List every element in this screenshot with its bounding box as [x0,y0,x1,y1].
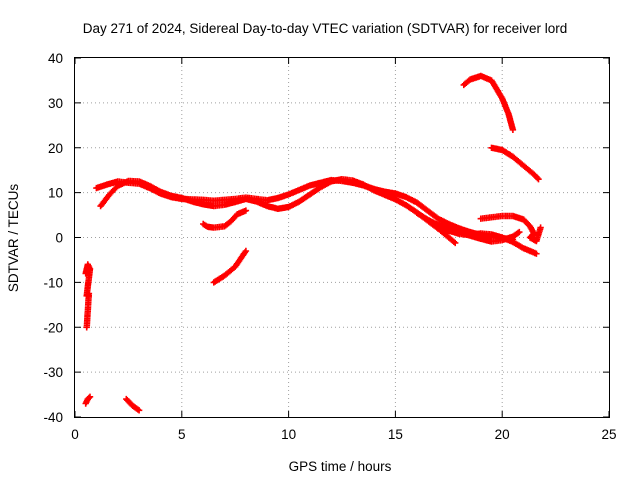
y-tick-label: -30 [43,365,63,380]
data-marker-path [200,207,250,231]
x-tick-label: 15 [388,427,403,442]
data-marker-path [460,72,517,133]
grid [75,58,609,417]
data-marker-path [82,393,94,407]
axis-ticks: 0 5 10 15 20 25 40 30 20 10 0 -10 -20 -30 -40 [43,51,616,442]
series-arc-early-bottom [82,393,94,407]
y-tick-label: 30 [48,96,63,111]
x-tick-label: 25 [601,427,616,442]
x-axis-label: GPS time / hours [289,459,392,474]
y-axis-label: SDTVAR / TECUs [6,184,21,293]
y-tick-label: 0 [55,231,63,246]
series-arc-bottom [123,395,143,414]
series-arc-high [460,72,517,133]
data-points [82,72,544,414]
chart-title: Day 271 of 2024, Sidereal Day-to-day VTE… [83,21,567,36]
y-tick-label: 40 [48,51,63,66]
x-tick-label: 10 [281,427,296,442]
y-tick-label: 10 [48,186,63,201]
series-arc-late-c [477,212,544,245]
series-arc-upper-right [488,144,542,183]
series-arc-early-neg [82,261,94,331]
y-tick-label: -40 [43,410,63,425]
series-arc-dip [200,207,250,231]
series-arc-rise [210,247,250,286]
x-tick-label: 0 [71,427,79,442]
x-tick-label: 20 [495,427,510,442]
data-marker-path [82,261,94,331]
data-marker-path [477,212,544,245]
series-arc-late-b [434,225,540,257]
data-marker-path [488,144,542,183]
data-marker-path [210,247,250,286]
y-tick-label: 20 [48,141,63,156]
y-tick-label: -10 [43,275,63,290]
data-marker-path [434,225,540,257]
plot-frame [74,57,610,418]
series-arc-main-b [97,176,459,247]
x-tick-label: 5 [178,427,186,442]
y-tick-label: -20 [43,320,63,335]
data-marker-path [123,395,143,414]
data-marker-path [97,176,459,247]
